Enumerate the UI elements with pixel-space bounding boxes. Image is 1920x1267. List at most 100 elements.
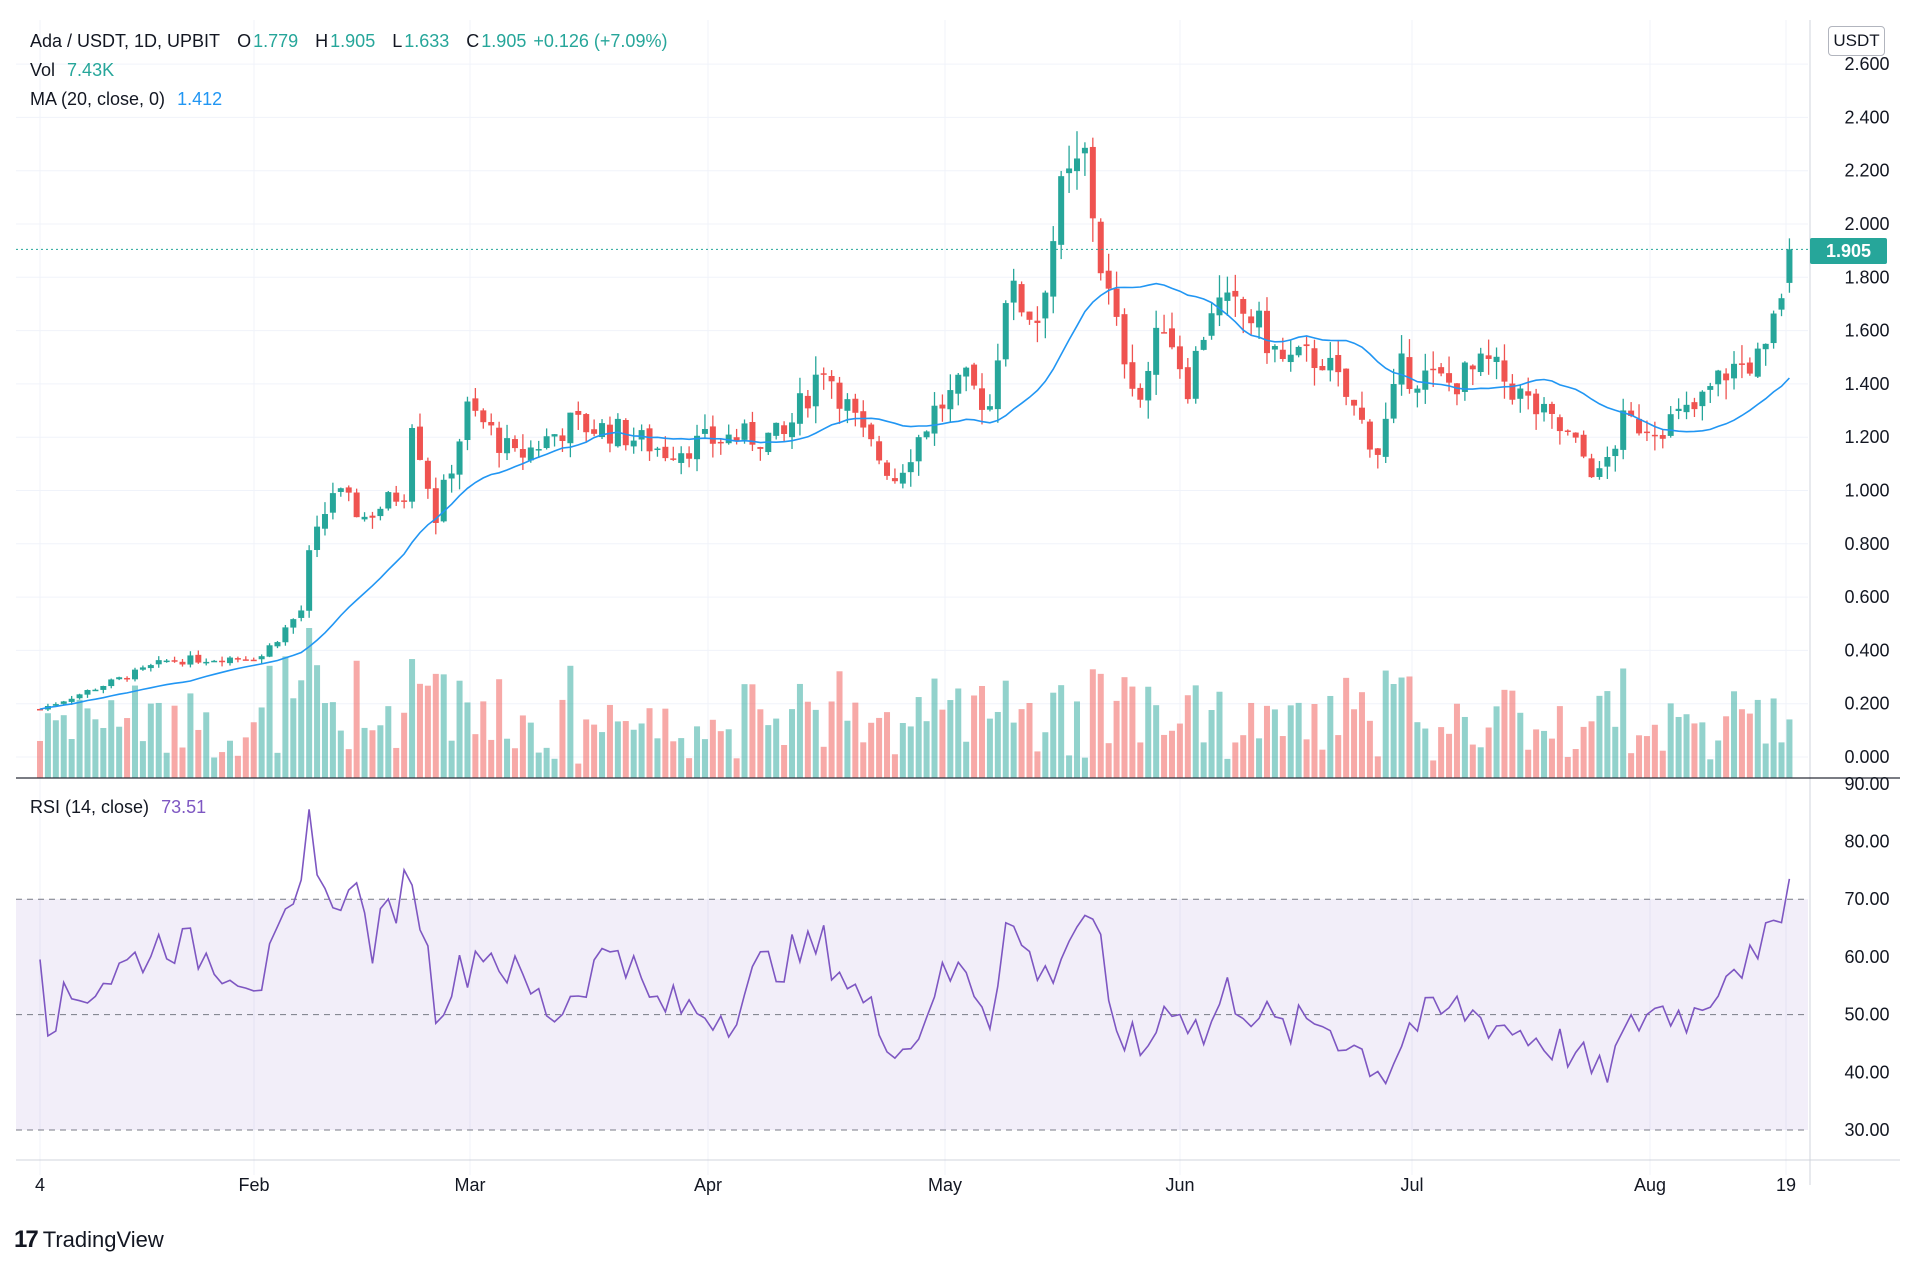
candle-body <box>1643 431 1650 434</box>
volume-bar <box>1620 668 1627 778</box>
tradingview-brand[interactable]: 17 TradingView <box>14 1226 164 1254</box>
candle-body <box>163 660 170 663</box>
candle-body <box>1010 280 1017 303</box>
volume-legend[interactable]: Vol 7.43K <box>30 60 116 81</box>
candle-body <box>1430 368 1437 371</box>
candle-body <box>599 423 606 438</box>
volume-bar <box>781 745 788 778</box>
candle-body <box>416 426 423 460</box>
volume-bar <box>432 673 439 778</box>
rsi-tick-label: 60.00 <box>1844 947 1889 967</box>
candle-body <box>511 439 518 449</box>
candle-body <box>1248 316 1255 324</box>
volume-bar <box>971 695 978 778</box>
candle-body <box>686 453 693 459</box>
candle-body <box>1651 434 1658 437</box>
volume-bar <box>211 757 218 778</box>
volume-bar <box>947 700 954 778</box>
volume-bar <box>1050 692 1057 778</box>
rsi-legend[interactable]: RSI (14, close) 73.51 <box>30 797 208 818</box>
candle-body <box>1517 388 1524 399</box>
candle-body <box>915 437 922 462</box>
volume-bar <box>1129 686 1136 778</box>
volume-bar <box>1390 684 1397 778</box>
candle-body <box>749 422 756 445</box>
candle-body <box>409 428 416 502</box>
candle-body <box>812 374 819 407</box>
symbol-label[interactable]: Ada / USDT, 1D, UPBIT <box>30 31 221 51</box>
candle-body <box>535 449 542 451</box>
candle-body <box>1327 357 1334 371</box>
candle-body <box>171 660 178 662</box>
volume-bar <box>1105 743 1112 778</box>
candle-body <box>519 449 526 458</box>
volume-bar <box>1438 727 1445 778</box>
volume-bar <box>1628 753 1635 778</box>
candle-body <box>1256 310 1263 328</box>
volume-bar <box>282 656 289 778</box>
volume-bar <box>1216 691 1223 778</box>
candle-body <box>1366 421 1373 450</box>
volume-bar <box>1073 701 1080 778</box>
volume-bar <box>1430 760 1437 778</box>
candle-body <box>939 404 946 409</box>
ma-legend[interactable]: MA (20, close, 0) 1.412 <box>30 89 224 110</box>
candle-body <box>1770 313 1777 344</box>
volume-bar <box>1675 716 1682 778</box>
candle-body <box>234 658 241 660</box>
candle-body <box>1533 393 1540 415</box>
volume-bar <box>1667 703 1674 778</box>
price-tick-label: 2.600 <box>1844 54 1889 74</box>
candle-body <box>1556 417 1563 432</box>
candle-body <box>559 435 566 441</box>
candle-body <box>1707 386 1714 390</box>
candle-body <box>1002 303 1009 360</box>
candle-body <box>1778 298 1785 310</box>
candle-body <box>472 398 479 411</box>
candle-body <box>923 431 930 438</box>
brand-label: TradingView <box>42 1227 164 1252</box>
candle-body <box>1636 418 1643 434</box>
volume-bar <box>670 741 677 778</box>
volume-bar <box>329 702 336 778</box>
volume-bar <box>1691 723 1698 778</box>
candle-body <box>488 422 495 426</box>
price-tick-label: 2.000 <box>1844 214 1889 234</box>
candle-body <box>37 708 43 711</box>
volume-bar <box>955 688 962 778</box>
candle-body <box>1026 311 1033 320</box>
volume-bar <box>1192 685 1199 778</box>
volume-bar <box>1295 702 1302 778</box>
candle-body <box>1683 404 1690 413</box>
volume-bar <box>733 758 740 778</box>
volume-bar <box>472 734 479 778</box>
candle-body <box>543 436 550 449</box>
volume-bar <box>986 718 993 778</box>
candle-body <box>947 390 954 410</box>
candle-body <box>583 414 590 433</box>
candle-body <box>1176 346 1183 370</box>
candle-body <box>1438 367 1445 374</box>
candle-body <box>1715 370 1722 385</box>
volume-bar <box>1089 669 1096 778</box>
candle-body <box>1343 368 1350 397</box>
candle-body <box>1477 353 1484 373</box>
volume-bar <box>1453 703 1460 778</box>
volume-bar <box>844 720 851 778</box>
volume-bar <box>1232 742 1239 778</box>
candle-body <box>1232 290 1239 297</box>
candle-body <box>345 487 352 493</box>
volume-bar <box>852 702 859 778</box>
candle-body <box>1446 373 1453 383</box>
volume-bar <box>963 741 970 778</box>
volume-bar <box>884 712 891 778</box>
volume-bar <box>1263 705 1270 778</box>
volume-bar <box>1493 706 1500 778</box>
volume-bar <box>828 701 835 778</box>
candle-body <box>1572 432 1579 438</box>
volume-bar <box>250 722 257 778</box>
candle-body <box>931 405 938 434</box>
volume-bar <box>1517 712 1524 778</box>
currency-button[interactable]: USDT <box>1828 26 1885 56</box>
volume-bar <box>1643 736 1650 778</box>
